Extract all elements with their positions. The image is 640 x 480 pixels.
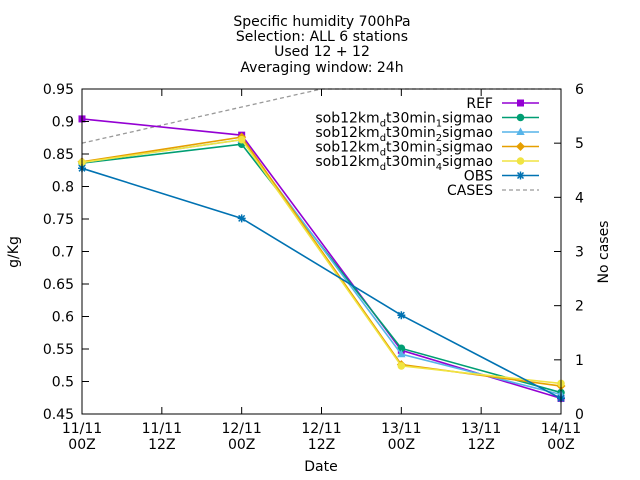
series-line	[81, 167, 562, 400]
title-line-4: Averaging window: 24h	[240, 60, 403, 76]
y2-tick-label: 3	[575, 245, 584, 261]
y-tick-label: 0.6	[52, 310, 74, 326]
title-line-1: Specific humidity 700hPa	[233, 14, 410, 30]
x-tick-label: 13/11	[461, 421, 501, 437]
y2-axis-label: No cases	[596, 221, 612, 284]
series-obs	[78, 164, 565, 403]
x-tick-label: 11/11	[142, 421, 182, 437]
legend-marker-sob12kmdt30min3sigmao	[516, 142, 525, 151]
title-line-2: Selection: ALL 6 stations	[236, 29, 408, 45]
legend-label-sob12kmdt30min3sigmao: sob12kmdt30min3sigmao	[315, 140, 493, 159]
y-tick-label: 0.55	[43, 342, 74, 358]
x-tick-label: 13/11	[381, 421, 421, 437]
y2-tick-label: 5	[575, 136, 584, 152]
title-line-3: Used 12 + 12	[274, 44, 370, 60]
x-tick-label: 12Z	[467, 437, 494, 453]
series-layer	[77, 88, 566, 403]
x-tick-label: 00Z	[228, 437, 255, 453]
x-tick-label: 12Z	[148, 437, 175, 453]
y2-tick-label: 2	[575, 299, 584, 315]
data-point	[397, 362, 406, 370]
legend: REFsob12kmdt30min1sigmaosob12kmdt30min2s…	[315, 96, 539, 199]
y-tick-label: 0.9	[52, 115, 74, 131]
y2-tick-label: 6	[575, 82, 584, 98]
x-tick-label: 00Z	[547, 437, 574, 453]
plot-frame	[81, 88, 562, 415]
data-point	[237, 214, 246, 223]
series-sob12kmdt30min4sigmao	[78, 135, 565, 388]
x-tick-label: 14/11	[541, 421, 581, 437]
y-tick-label: 0.8	[52, 180, 74, 196]
y-tick-label: 0.65	[43, 277, 74, 293]
legend-marker-sob12kmdt30min2sigmao	[516, 127, 525, 135]
y-tick-label: 0.75	[43, 212, 74, 228]
x-tick-label: 12Z	[308, 437, 335, 453]
legend-label-sob12kmdt30min2sigmao: sob12kmdt30min2sigmao	[315, 125, 493, 144]
data-point	[237, 135, 246, 144]
chart-title: Specific humidity 700hPa Selection: ALL …	[233, 14, 410, 76]
data-point	[397, 349, 406, 358]
y2-tick-label: 1	[575, 353, 584, 369]
y-tick-label: 0.7	[52, 245, 74, 261]
ticks-layer: 0.45 0.5 0.55 0.6 0.65 0.7 0.75 0.8 0.85 0.9 0.95 0…	[43, 82, 584, 453]
y-tick-label: 0.5	[52, 375, 74, 391]
legend-label-sob12kmdt30min1sigmao: sob12kmdt30min1sigmao	[315, 111, 493, 130]
x-axis-label: Date	[304, 459, 337, 475]
legend-label-ref: REF	[466, 96, 493, 112]
x-tick-label: 00Z	[68, 437, 95, 453]
x-tick-label: 12/11	[301, 421, 341, 437]
legend-marker-ref	[517, 99, 524, 107]
y-tick-label: 0.45	[43, 407, 74, 423]
legend-marker-obs	[516, 171, 525, 180]
legend-label-sob12kmdt30min4sigmao: sob12kmdt30min4sigmao	[315, 154, 493, 173]
y-axis-label: g/Kg	[6, 236, 22, 268]
legend-label-obs: OBS	[464, 169, 493, 185]
series-line	[81, 138, 562, 385]
legend-marker-sob12kmdt30min4sigmao	[516, 157, 525, 165]
y2-tick-label: 0	[575, 407, 584, 423]
data-point	[397, 311, 406, 320]
y2-tick-label: 4	[575, 190, 584, 206]
data-point	[397, 344, 406, 353]
x-tick-label: 00Z	[388, 437, 415, 453]
x-tick-label: 11/11	[62, 421, 102, 437]
legend-label-cases: CASES	[447, 183, 493, 199]
legend-marker-sob12kmdt30min1sigmao	[516, 113, 525, 122]
x-tick-label: 12/11	[221, 421, 261, 437]
y-tick-label: 0.85	[43, 147, 74, 163]
y-tick-label: 0.95	[43, 82, 74, 98]
